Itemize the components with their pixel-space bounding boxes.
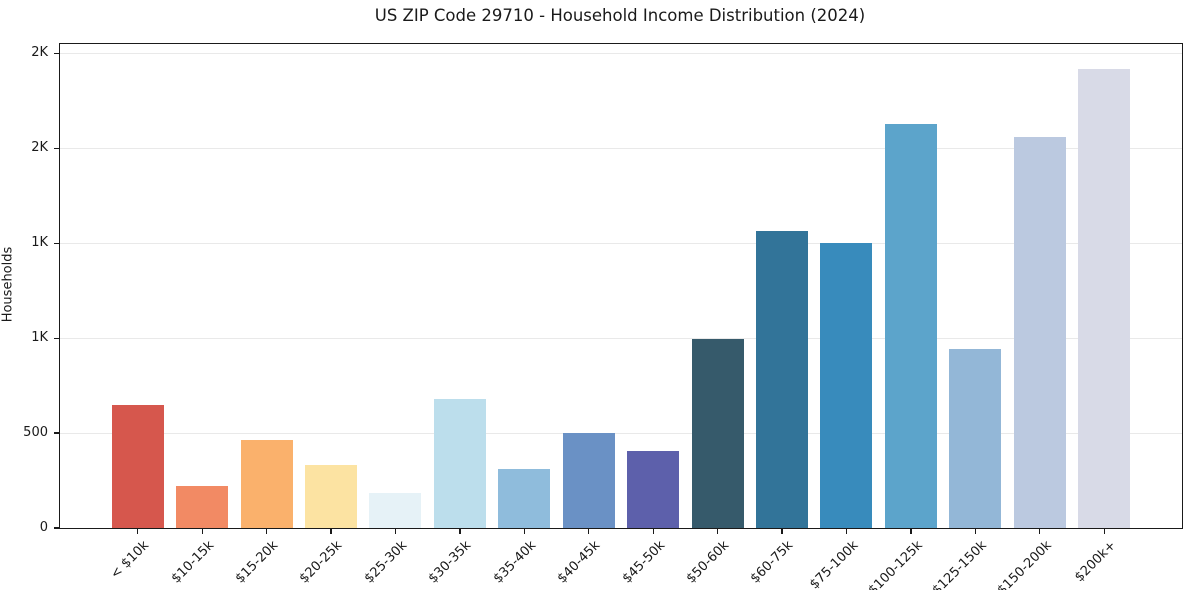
x-tick-label: $125-150k	[929, 538, 990, 590]
x-tick-mark	[330, 529, 332, 535]
bar-$60-75k	[756, 230, 808, 528]
y-axis-label: Households	[0, 246, 16, 323]
y-tick-mark	[53, 242, 59, 244]
x-tick-label: $25-30k	[361, 538, 411, 587]
x-tick-mark	[265, 529, 268, 535]
bar-$40-45k	[562, 432, 615, 528]
x-tick-label: $150-200k	[994, 538, 1055, 590]
y-tick-mark	[53, 337, 59, 339]
x-tick-mark	[1103, 529, 1105, 535]
x-tick-mark	[523, 529, 525, 535]
x-tick-mark	[137, 529, 139, 535]
bar-$15-20k	[240, 439, 293, 528]
x-tick-mark	[459, 529, 461, 535]
x-tick-label: $200k+	[1071, 538, 1119, 586]
x-tick-label: $30-35k	[425, 538, 475, 587]
x-tick-label: $10-15k	[168, 538, 217, 587]
x-tick-mark	[201, 529, 203, 535]
x-tick-label: $45-50k	[619, 538, 668, 587]
x-tick-mark	[652, 529, 654, 535]
x-tick-label: $15-20k	[232, 538, 282, 587]
x-tick-label: $60-75k	[748, 538, 797, 587]
bar-$30-35k	[433, 398, 486, 528]
bar-$125-150k	[949, 349, 1002, 528]
x-tick-mark	[845, 529, 848, 535]
x-tick-mark	[974, 529, 976, 535]
bar-$50-60k	[691, 339, 744, 528]
bar-$100-125k	[884, 124, 937, 528]
bar-< $10k	[111, 404, 164, 528]
x-tick-label: $100-125k	[865, 538, 926, 590]
x-tick-label: $40-45k	[554, 538, 604, 587]
gridline-1500	[60, 243, 1182, 245]
x-tick-mark	[910, 529, 912, 535]
x-tick-label: $50-60k	[683, 538, 733, 587]
bar-$25-30k	[369, 492, 422, 528]
x-tick-label: $20-25k	[297, 538, 346, 587]
x-tick-mark	[588, 529, 590, 535]
x-tick-mark	[716, 529, 719, 535]
bar-$75-100k	[820, 242, 873, 528]
x-tick-label: $75-100k	[806, 538, 862, 590]
gridline-2000	[60, 148, 1182, 150]
x-tick-mark	[394, 529, 397, 535]
x-tick-mark	[781, 529, 783, 535]
bar-$35-40k	[498, 468, 551, 528]
y-tick-mark	[53, 432, 59, 434]
gridline-500	[60, 433, 1182, 435]
gridline-1000	[60, 338, 1182, 340]
chart-title: US ZIP Code 29710 - Household Income Dis…	[374, 6, 866, 25]
x-tick-label: < $10k	[108, 538, 153, 583]
plot-area: 0 500 1K 1K 2K 2K < $10k $10-15k $15-20k $20-25k $…	[23, 43, 1183, 590]
x-tick-mark	[1039, 529, 1041, 535]
y-tick-mark	[53, 527, 59, 529]
bar-$45-50k	[627, 450, 680, 528]
y-tick-mark	[53, 147, 59, 150]
gridline-2500	[60, 53, 1182, 55]
bar-$150-200k	[1013, 136, 1066, 528]
bar-$10-15k	[176, 486, 229, 528]
bar-$200k+	[1078, 68, 1131, 528]
y-tick-mark	[53, 52, 59, 55]
x-tick-label: $35-40k	[490, 538, 539, 587]
bar-$20-25k	[304, 465, 357, 528]
